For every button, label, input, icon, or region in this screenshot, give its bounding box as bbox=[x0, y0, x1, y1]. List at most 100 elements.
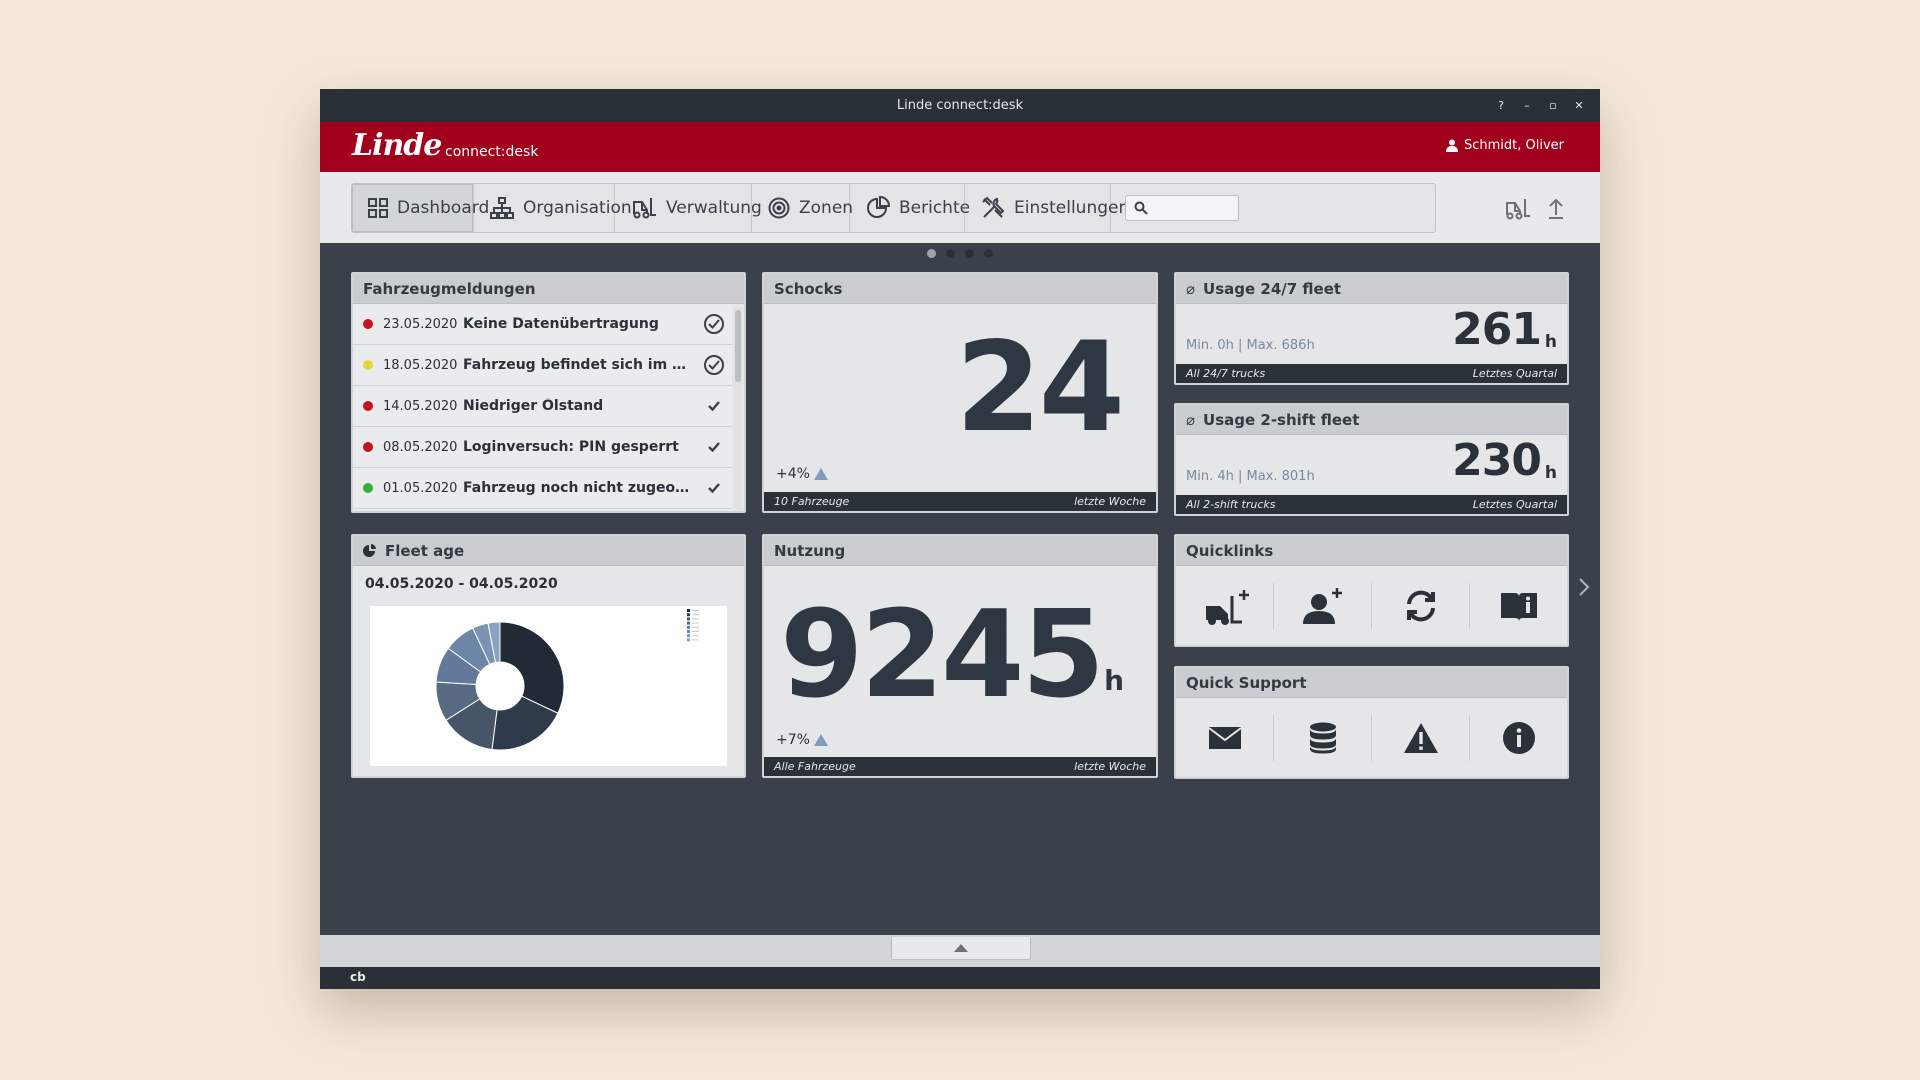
tab-label: Dashboard bbox=[397, 198, 490, 218]
tab-organisation[interactable]: Organisation bbox=[474, 184, 632, 232]
usage-unit: h bbox=[1544, 332, 1557, 352]
card-title: Nutzung bbox=[764, 536, 1156, 566]
acknowledge-icon[interactable] bbox=[704, 314, 724, 334]
page-dot[interactable] bbox=[946, 249, 955, 258]
page-dot[interactable] bbox=[984, 249, 993, 258]
card-footer: All 2-shift trucks Letztes Quartal bbox=[1176, 495, 1567, 514]
user-menu[interactable]: Schmidt, Oliver bbox=[1445, 138, 1564, 153]
average-icon: ⌀ bbox=[1186, 279, 1196, 298]
shocks-value: 24 bbox=[955, 316, 1125, 460]
add-user-button[interactable] bbox=[1274, 582, 1372, 629]
mail-icon bbox=[1207, 726, 1242, 749]
footer-left: Alle Fahrzeuge bbox=[774, 760, 856, 773]
message-date: 23.05.2020 bbox=[383, 316, 458, 332]
refresh-button[interactable] bbox=[1372, 582, 1470, 629]
message-row[interactable]: 14.05.2020 Niedriger Ölstand bbox=[353, 386, 732, 427]
mail-button[interactable] bbox=[1176, 714, 1274, 761]
checkmark-icon[interactable] bbox=[704, 437, 724, 457]
close-button[interactable]: ✕ bbox=[1574, 99, 1584, 112]
usage-247-card[interactable]: ⌀ Usage 24/7 fleet Min. 0h | Max. 686h 2… bbox=[1174, 272, 1569, 385]
tab-dashboard[interactable]: Dashboard bbox=[352, 184, 489, 232]
footer-right: letzte Woche bbox=[1074, 760, 1146, 773]
message-text: Keine Datenübertragung bbox=[463, 316, 659, 332]
tools-icon bbox=[982, 196, 1005, 218]
donut-slice[interactable] bbox=[499, 621, 565, 714]
card-title: ⌀ Usage 2-shift fleet bbox=[1176, 405, 1567, 435]
add-truck-button[interactable] bbox=[1176, 582, 1274, 629]
forklift-icon bbox=[633, 198, 656, 219]
card-title: Quick Support bbox=[1176, 668, 1567, 698]
usage-card[interactable]: Nutzung 9245 h +7% Alle Fahrzeuge letzte… bbox=[762, 534, 1158, 778]
acknowledge-icon[interactable] bbox=[704, 355, 724, 375]
card-title: Schocks bbox=[764, 274, 1156, 304]
card-title-text: Usage 2-shift fleet bbox=[1203, 410, 1360, 429]
message-date: 08.05.2020 bbox=[383, 439, 458, 455]
trend-up-icon bbox=[813, 468, 828, 480]
usage-2shift-card[interactable]: ⌀ Usage 2-shift fleet Min. 4h | Max. 801… bbox=[1174, 403, 1569, 516]
upload-icon[interactable] bbox=[1548, 197, 1564, 219]
page-dot[interactable] bbox=[965, 249, 974, 258]
donut-slice[interactable] bbox=[491, 695, 559, 751]
shocks-card[interactable]: Schocks 24 +4% 10 Fahrzeuge letzte Woche bbox=[762, 272, 1158, 513]
message-row[interactable]: 01.05.2020 Fahrzeug noch nicht zugeordne… bbox=[353, 468, 732, 509]
chevron-right-icon[interactable] bbox=[1578, 577, 1590, 597]
add-truck-icon bbox=[1205, 589, 1249, 625]
legend-swatch bbox=[687, 634, 690, 638]
search-input[interactable] bbox=[1148, 199, 1232, 217]
database-icon bbox=[1309, 722, 1336, 753]
status-dot bbox=[363, 319, 373, 329]
quicklinks-card: Quicklinks bbox=[1174, 534, 1569, 647]
card-title-text: Fleet age bbox=[385, 541, 465, 560]
status-bar: cb bbox=[320, 967, 1600, 989]
legend-swatch bbox=[687, 613, 690, 617]
nav-actions bbox=[1504, 196, 1564, 220]
help-button[interactable]: ? bbox=[1498, 99, 1504, 112]
tab-verwaltung[interactable]: Verwaltung bbox=[615, 184, 762, 232]
tab-zonen[interactable]: Zonen bbox=[752, 184, 853, 232]
message-text: Niedriger Ölstand bbox=[463, 398, 604, 414]
legend-label bbox=[692, 631, 699, 632]
message-date: 14.05.2020 bbox=[383, 398, 458, 414]
message-row[interactable]: 18.05.2020 Fahrzeug befindet sich im Ser… bbox=[353, 345, 732, 386]
scrollbar[interactable] bbox=[734, 306, 742, 509]
info-button[interactable] bbox=[1470, 715, 1567, 761]
fleet-age-chart bbox=[435, 609, 699, 751]
footer-left: All 24/7 trucks bbox=[1186, 367, 1266, 380]
donut-slice[interactable] bbox=[487, 621, 501, 664]
checkmark-icon[interactable] bbox=[704, 478, 724, 498]
card-title: Fahrzeugmeldungen bbox=[353, 274, 744, 304]
panel-toggle[interactable] bbox=[891, 937, 1031, 960]
support-row bbox=[1176, 698, 1567, 777]
pie-chart-icon bbox=[363, 543, 376, 557]
search-box[interactable] bbox=[1125, 195, 1239, 221]
database-button[interactable] bbox=[1274, 714, 1372, 761]
page-dot[interactable] bbox=[927, 249, 936, 258]
manual-button[interactable] bbox=[1470, 583, 1567, 629]
forklift-icon[interactable] bbox=[1504, 196, 1532, 220]
legend-swatch bbox=[687, 609, 690, 612]
warning-button[interactable] bbox=[1372, 714, 1470, 761]
footer-right: Letztes Quartal bbox=[1472, 498, 1557, 511]
info-icon bbox=[1502, 721, 1535, 754]
tab-berichte[interactable]: Berichte bbox=[850, 184, 970, 232]
chevron-up-icon bbox=[954, 944, 968, 952]
checkmark-icon[interactable] bbox=[704, 396, 724, 416]
fleet-age-card[interactable]: Fleet age 04.05.2020 - 04.05.2020 bbox=[351, 534, 746, 778]
minimize-button[interactable]: – bbox=[1524, 99, 1530, 112]
usage-unit: h bbox=[1104, 664, 1124, 697]
user-icon bbox=[1445, 139, 1458, 152]
message-row[interactable]: 08.05.2020 Loginversuch: PIN gesperrt bbox=[353, 427, 732, 468]
scrollbar-thumb[interactable] bbox=[735, 310, 741, 382]
add-user-icon bbox=[1302, 587, 1342, 624]
legend-label bbox=[692, 626, 699, 628]
tab-label: Organisation bbox=[523, 198, 632, 218]
maximize-button[interactable]: ▫ bbox=[1549, 99, 1557, 112]
status-logo: cb bbox=[350, 970, 366, 984]
legend-swatch bbox=[687, 617, 690, 621]
card-title-text: Usage 24/7 fleet bbox=[1203, 279, 1342, 298]
message-row[interactable]: 23.05.2020 Keine Datenübertragung bbox=[353, 304, 732, 345]
card-footer: Alle Fahrzeuge letzte Woche bbox=[764, 757, 1156, 776]
tab-einstellungen[interactable]: Einstellungen bbox=[965, 184, 1129, 232]
usage-value: 261 bbox=[1452, 304, 1542, 355]
legend-swatch bbox=[687, 630, 690, 633]
